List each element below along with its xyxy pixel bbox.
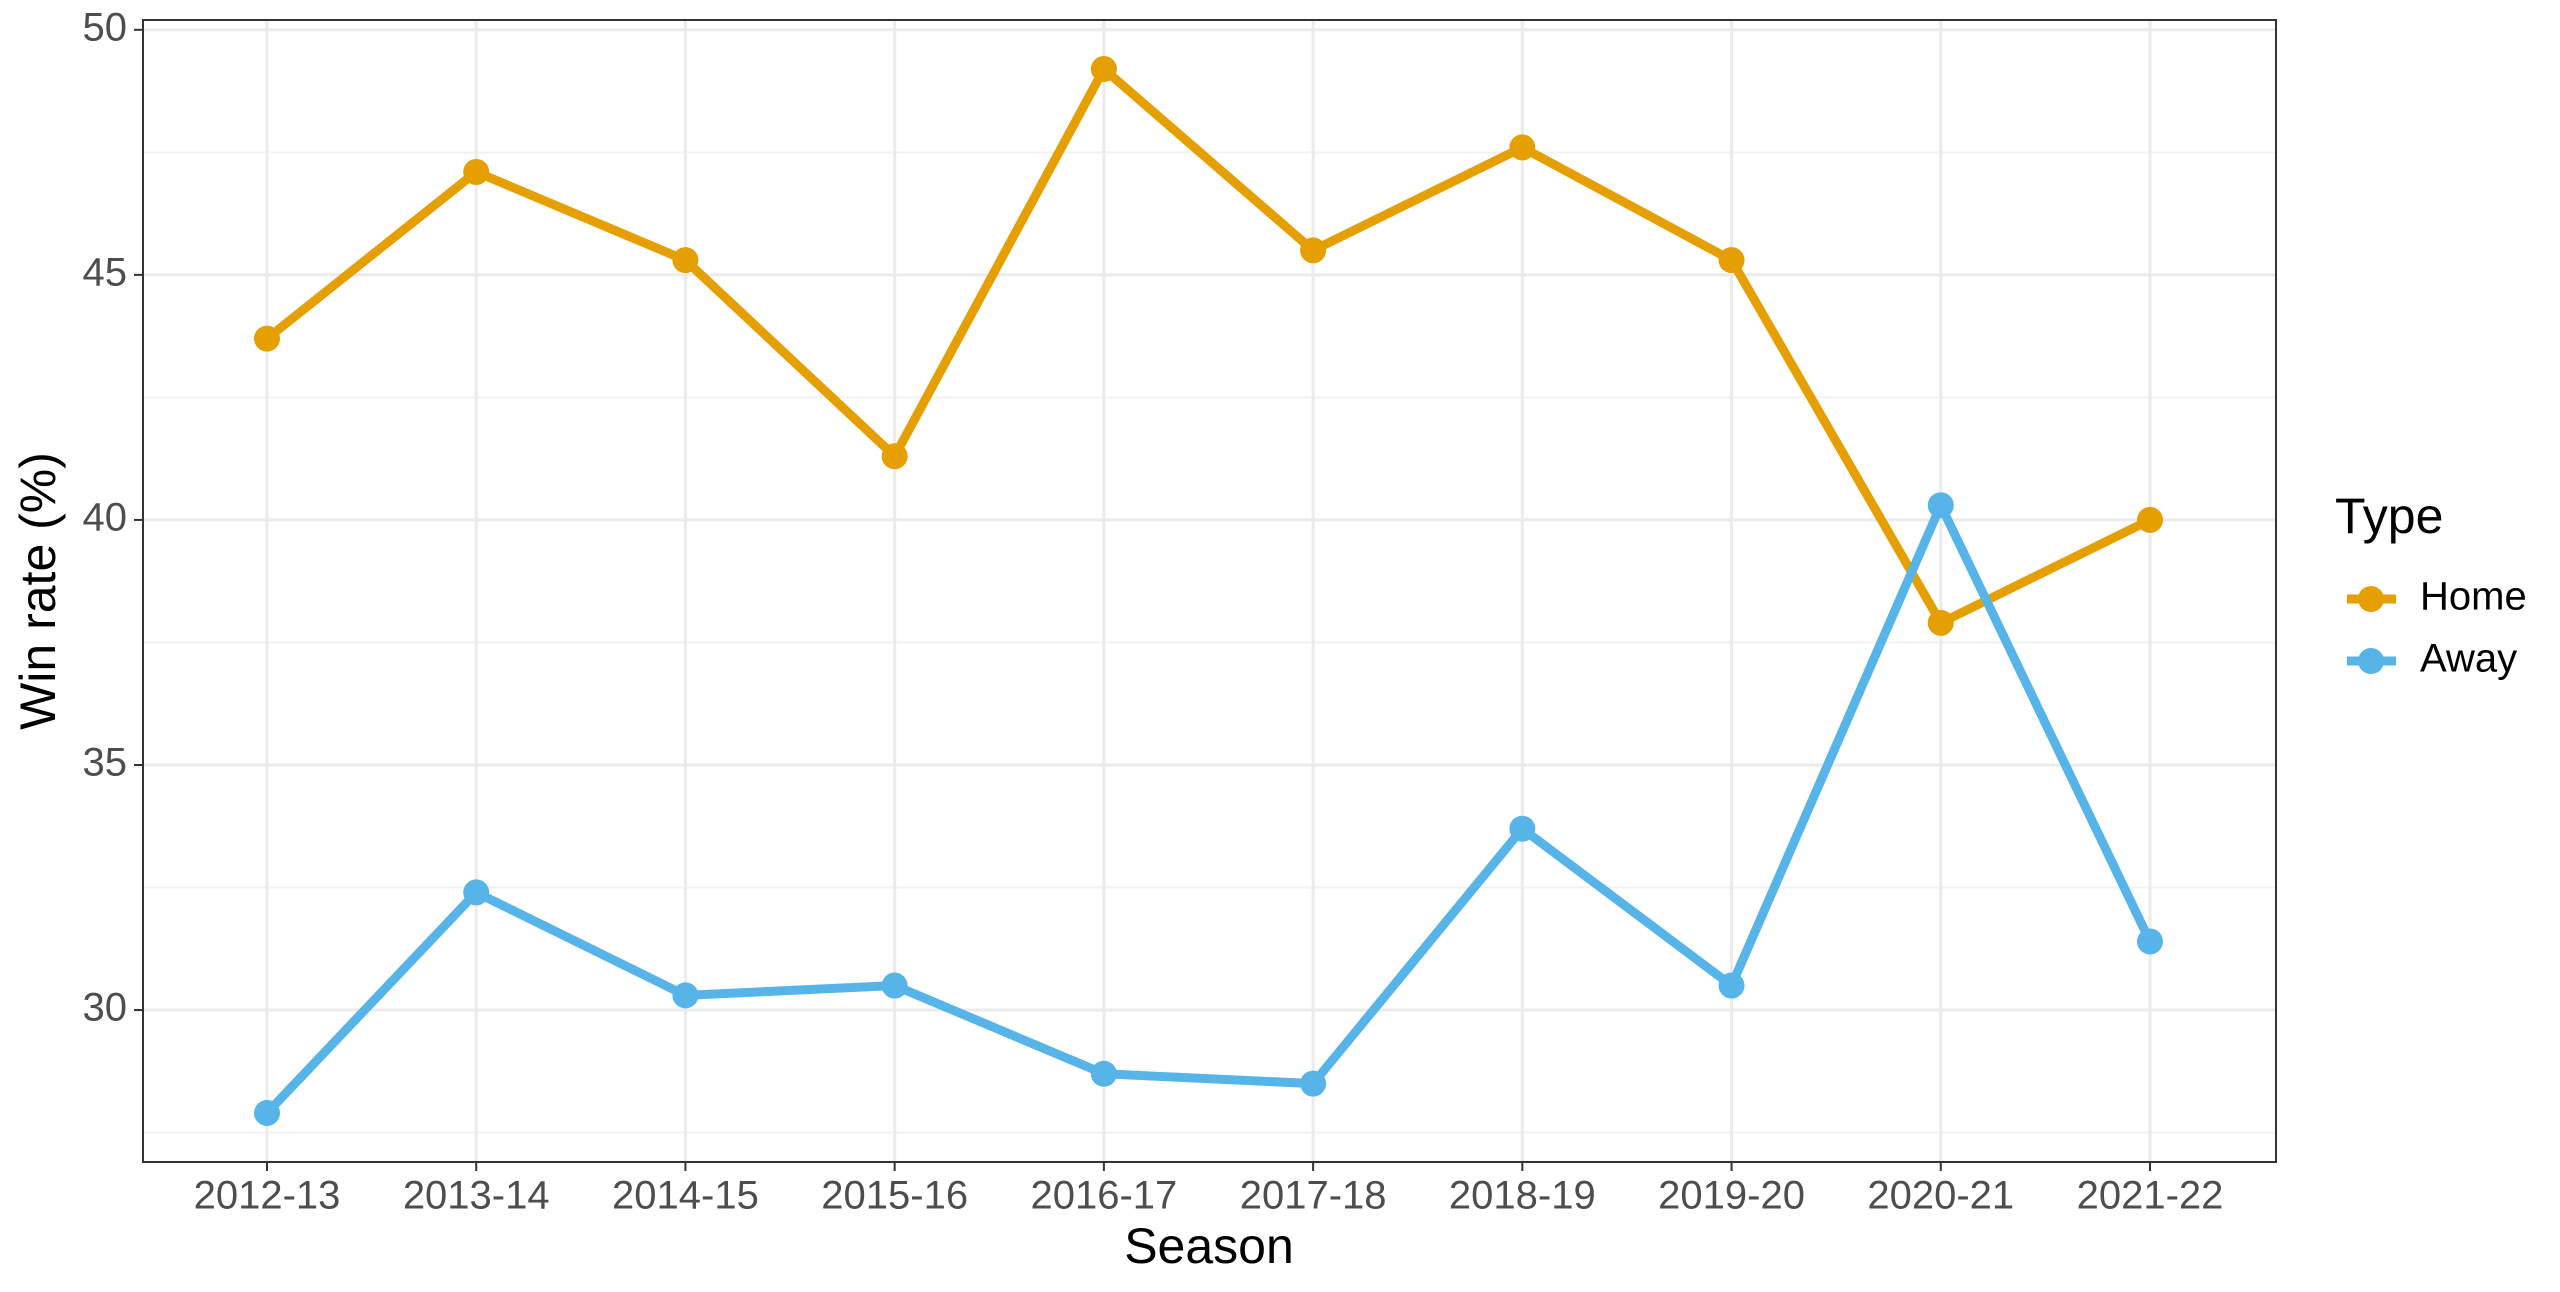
legend-key-point (2358, 586, 2384, 612)
point (1090, 1060, 1117, 1087)
x-tick-label: 2015-16 (821, 1174, 968, 1218)
point (881, 972, 908, 999)
y-tick-label: 30 (83, 986, 128, 1030)
point (254, 325, 280, 352)
y-tick-label: 45 (83, 250, 128, 294)
x-tick-label: 2019-20 (1658, 1174, 1805, 1218)
point (1300, 1070, 1327, 1097)
y-tick-label: 35 (83, 741, 128, 785)
point (1718, 247, 1745, 274)
y-tick-label: 40 (83, 495, 128, 539)
x-tick-label: 2017-18 (1240, 1174, 1387, 1218)
x-tick-label: 2013-14 (403, 1174, 550, 1218)
y-axis-title: Win rate (%) (10, 452, 66, 730)
x-tick-label: 2021-22 (2077, 1174, 2224, 1218)
legend-title: Type (2335, 488, 2443, 544)
point (1718, 972, 1745, 999)
point (2137, 928, 2163, 955)
x-tick-label: 2020-21 (1867, 1174, 2014, 1218)
line (263, 500, 2155, 1117)
legend-label: Home (2420, 575, 2527, 619)
point (1509, 134, 1536, 161)
y-tick-label: 50 (83, 5, 128, 49)
x-tick-label: 2012-13 (194, 1174, 341, 1218)
point (1509, 815, 1536, 842)
point (1927, 609, 1954, 636)
x-tick-label: 2016-17 (1030, 1174, 1177, 1218)
legend-key-point (2358, 648, 2384, 674)
point (2137, 506, 2163, 533)
point (1090, 56, 1117, 83)
point (463, 879, 490, 906)
line (264, 64, 2152, 628)
point (672, 982, 699, 1009)
plot-border (142, 19, 2277, 1163)
x-tick-label: 2014-15 (612, 1174, 759, 1218)
point (881, 443, 908, 470)
point (1300, 237, 1327, 264)
legend-label: Away (2420, 637, 2517, 681)
point (672, 247, 699, 274)
x-tick-label: 2018-19 (1449, 1174, 1596, 1218)
point (254, 1099, 280, 1126)
x-axis-title: Season (1124, 1218, 1294, 1274)
point (1927, 492, 1954, 519)
point (463, 158, 490, 185)
